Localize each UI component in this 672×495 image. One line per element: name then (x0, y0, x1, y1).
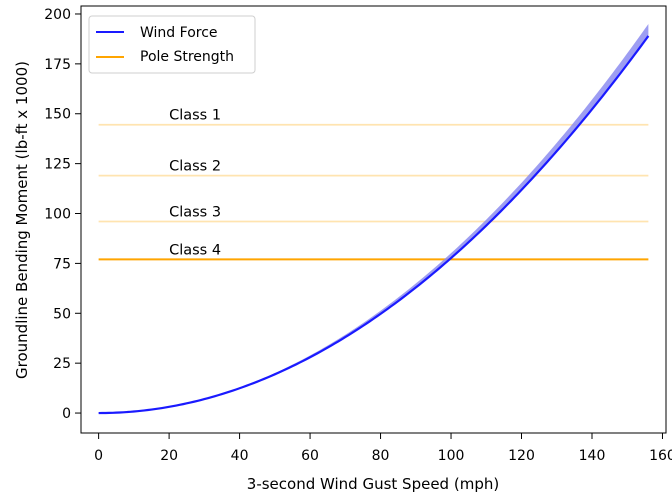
y-tick-label: 25 (53, 356, 71, 372)
class-label-class-1: Class 1 (169, 108, 221, 124)
legend-box (88, 15, 256, 74)
plot-frame (80, 5, 667, 434)
y-tick-label: 175 (44, 57, 71, 73)
x-tick-label: 60 (301, 448, 319, 464)
x-tick-label: 160 (649, 448, 672, 464)
y-tick-label: 100 (44, 207, 71, 223)
class-label-class-4: Class 4 (169, 242, 221, 258)
y-tick-label: 150 (44, 107, 71, 123)
x-tick-label: 80 (372, 448, 390, 464)
legend: Wind Force Pole Strength (88, 15, 256, 74)
x-tick-label: 140 (579, 448, 606, 464)
x-tick-label: 100 (438, 448, 465, 464)
plot-area: Class 1 Class 2 Class 3 Class 4 (98, 23, 650, 415)
class-label-class-2: Class 2 (169, 159, 221, 175)
y-tick-label: 75 (53, 256, 71, 272)
legend-label-wind-force: Wind Force (140, 25, 218, 41)
x-tick-label: 120 (508, 448, 535, 464)
y-axis-label: Groundline Bending Moment (lb-ft x 1000) (13, 61, 31, 379)
x-tick-label: 20 (160, 448, 178, 464)
x-tick-label: 40 (231, 448, 249, 464)
wind-force-line (98, 35, 650, 415)
axes: 0 20 40 60 80 100 120 140 160 0 25 50 75 100 125 150 175… (44, 7, 672, 464)
y-tick-label: 125 (44, 157, 71, 173)
class-label-class-3: Class 3 (169, 204, 221, 220)
y-tick-label: 50 (53, 306, 71, 322)
x-axis-label: 3-second Wind Gust Speed (mph) (247, 475, 499, 493)
legend-label-pole-strength: Pole Strength (140, 49, 234, 65)
y-tick-label: 0 (62, 406, 71, 422)
x-tick-label: 0 (94, 448, 103, 464)
y-tick-label: 200 (44, 7, 71, 23)
